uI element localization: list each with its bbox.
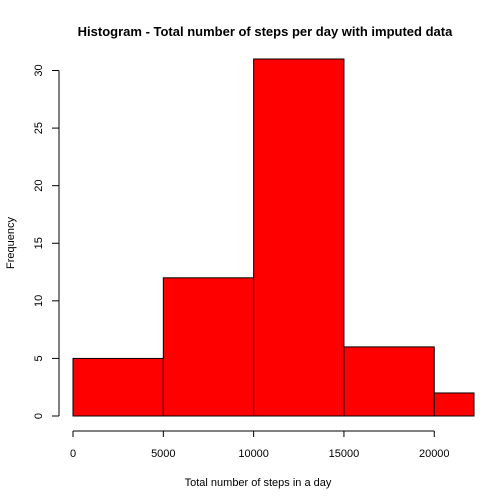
y-axis-label: Frequency bbox=[5, 217, 17, 269]
histogram-bar-3 bbox=[343, 346, 435, 417]
histogram-bar-1 bbox=[162, 277, 255, 417]
y-tick-label: 25 bbox=[33, 122, 45, 134]
x-tick-label: 15000 bbox=[329, 448, 360, 460]
y-tick-label: 15 bbox=[33, 237, 45, 249]
x-tick-label: 5000 bbox=[151, 448, 175, 460]
x-axis: 0 5000 10000 15000 20000 bbox=[70, 430, 450, 460]
chart-title: Histogram - Total number of steps per da… bbox=[78, 24, 453, 39]
histogram-bar-2 bbox=[253, 58, 345, 417]
y-tick-label: 20 bbox=[33, 180, 45, 192]
y-axis: 0 5 10 15 20 25 30 bbox=[33, 64, 60, 419]
y-tick-label: 5 bbox=[33, 355, 45, 361]
x-tick-label: 0 bbox=[70, 448, 76, 460]
x-axis-label: Total number of steps in a day bbox=[185, 477, 332, 489]
bars-group bbox=[72, 58, 475, 417]
histogram-bar-4 bbox=[433, 392, 475, 417]
y-tick-label: 0 bbox=[33, 413, 45, 419]
x-tick-label: 20000 bbox=[419, 448, 450, 460]
y-tick-label: 10 bbox=[33, 295, 45, 307]
histogram-bar-0 bbox=[72, 357, 164, 417]
x-tick-label: 10000 bbox=[238, 448, 269, 460]
y-tick-label: 30 bbox=[33, 64, 45, 76]
